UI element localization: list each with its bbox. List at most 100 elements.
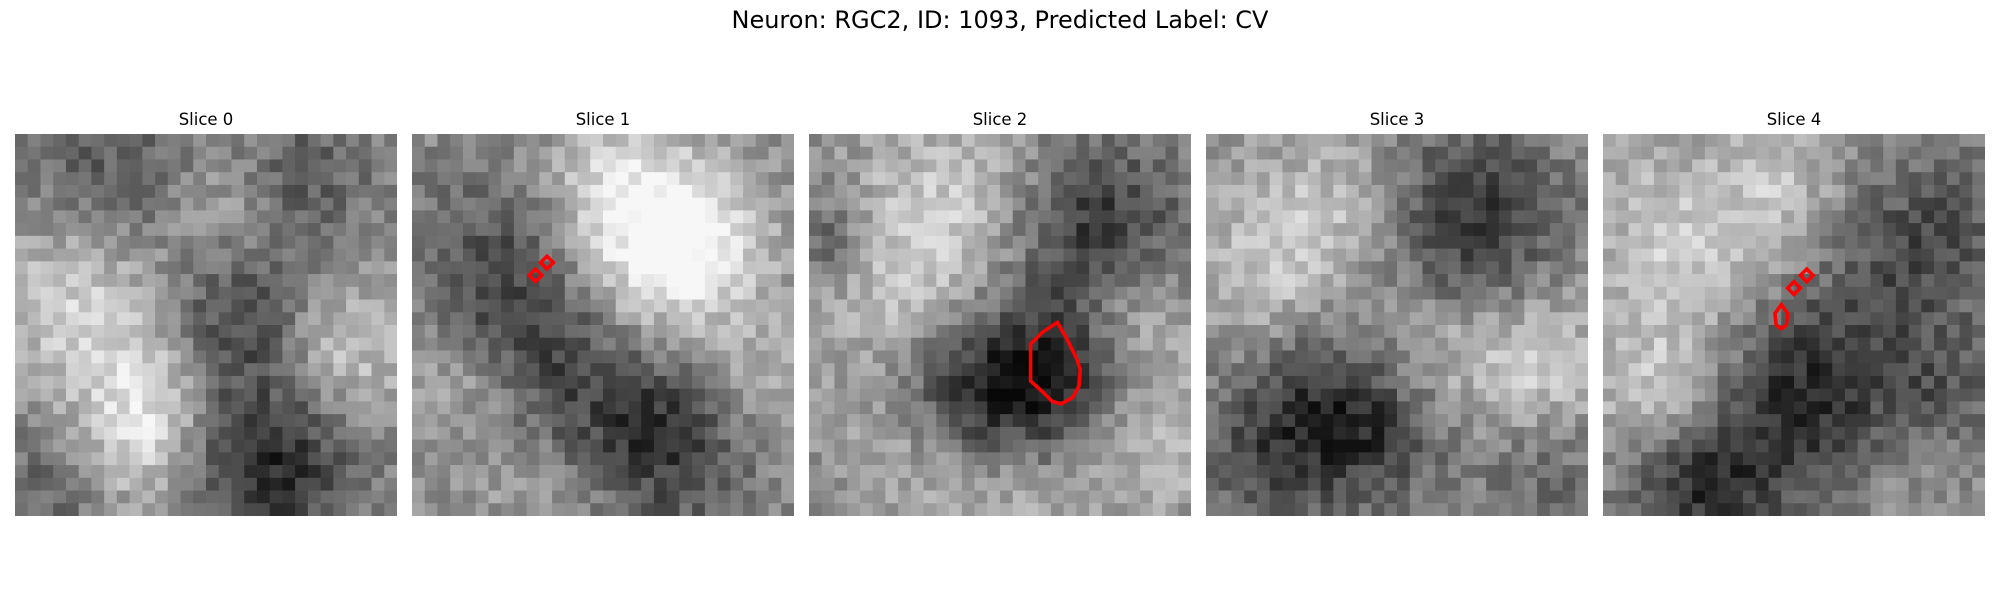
pixel: [1717, 184, 1731, 199]
pixel: [1231, 350, 1245, 364]
pixel: [193, 477, 207, 491]
pixel: [1089, 184, 1103, 199]
pixel: [1692, 439, 1706, 453]
pixel: [129, 452, 143, 466]
pixel: [78, 503, 92, 516]
pixel: [1755, 325, 1769, 339]
pixel: [1972, 286, 1985, 300]
pixel: [679, 286, 693, 300]
pixel: [65, 503, 80, 516]
pixel: [704, 235, 718, 249]
pixel: [1895, 350, 1909, 364]
pixel: [1549, 426, 1563, 440]
pixel: [974, 452, 988, 466]
pixel: [1641, 299, 1655, 313]
pixel: [872, 299, 886, 313]
pixel: [1397, 197, 1411, 211]
pixel: [1755, 286, 1769, 300]
pixel: [1946, 184, 1960, 199]
pixel: [269, 426, 283, 440]
pixel: [1422, 337, 1436, 351]
pixel: [1114, 388, 1128, 402]
pixel: [1819, 274, 1833, 288]
pixel: [15, 503, 29, 516]
pixel: [692, 350, 706, 364]
pixel: [1679, 134, 1693, 148]
pixel: [1562, 439, 1576, 453]
pixel: [809, 134, 823, 148]
pixel: [577, 274, 591, 288]
pixel: [218, 363, 232, 377]
pixel: [1959, 477, 1973, 491]
pixel: [320, 312, 334, 326]
pixel: [1333, 465, 1347, 479]
pixel: [1549, 490, 1563, 504]
pixel: [564, 477, 578, 491]
pixel: [743, 134, 757, 148]
pixel: [1562, 299, 1576, 313]
pixel: [898, 235, 912, 249]
pixel: [142, 159, 156, 173]
pixel: [717, 439, 731, 453]
pixel: [1628, 388, 1642, 402]
pixel: [1460, 235, 1474, 249]
pixel: [628, 375, 642, 390]
pixel: [218, 248, 232, 262]
pixel: [1806, 286, 1820, 300]
pixel: [1946, 299, 1960, 313]
pixel: [129, 146, 143, 160]
pixel: [1178, 465, 1191, 479]
pixel: [834, 325, 848, 339]
pixel: [206, 172, 220, 186]
pixel: [936, 375, 950, 390]
pixel: [809, 337, 823, 351]
pixel: [1218, 465, 1232, 479]
pixel: [898, 146, 912, 160]
pixel: [987, 465, 1001, 479]
pixel: [1603, 184, 1617, 199]
pixel: [1333, 363, 1347, 377]
pixel: [1934, 452, 1948, 466]
pixel: [1934, 465, 1948, 479]
pixel: [1679, 210, 1693, 224]
pixel: [1473, 452, 1487, 466]
pixel: [1320, 490, 1334, 504]
pixel: [1679, 223, 1693, 237]
pixel: [1397, 172, 1411, 186]
pixel: [949, 388, 963, 402]
pixel: [1127, 184, 1141, 199]
pixel: [1946, 375, 1960, 390]
pixel: [1844, 388, 1859, 402]
pixel: [155, 299, 169, 313]
pixel: [1089, 146, 1103, 160]
pixel: [462, 274, 477, 288]
pixel: [679, 490, 693, 504]
pixel: [40, 426, 54, 440]
pixel: [269, 388, 283, 402]
pixel: [320, 439, 334, 453]
pixel: [269, 325, 283, 339]
pixel: [40, 223, 54, 237]
pixel: [1883, 325, 1897, 339]
pixel: [1781, 375, 1795, 390]
pixel: [1959, 146, 1973, 160]
slice-title-3: Slice 3: [1369, 110, 1425, 129]
pixel: [615, 477, 629, 491]
pixel: [78, 337, 92, 351]
pixel: [358, 401, 372, 415]
pixel: [1231, 452, 1245, 466]
pixel: [1050, 146, 1065, 160]
pixel: [1152, 350, 1166, 364]
pixel: [743, 490, 757, 504]
pixel: [615, 223, 629, 237]
pixel: [1844, 414, 1859, 428]
pixel: [1806, 337, 1820, 351]
pixel: [590, 490, 604, 504]
pixel: [1000, 235, 1014, 249]
pixel: [65, 299, 80, 313]
pixel: [1934, 299, 1948, 313]
pixel: [1692, 401, 1706, 415]
pixel: [781, 375, 794, 390]
pixel: [424, 426, 438, 440]
pixel: [462, 159, 477, 173]
